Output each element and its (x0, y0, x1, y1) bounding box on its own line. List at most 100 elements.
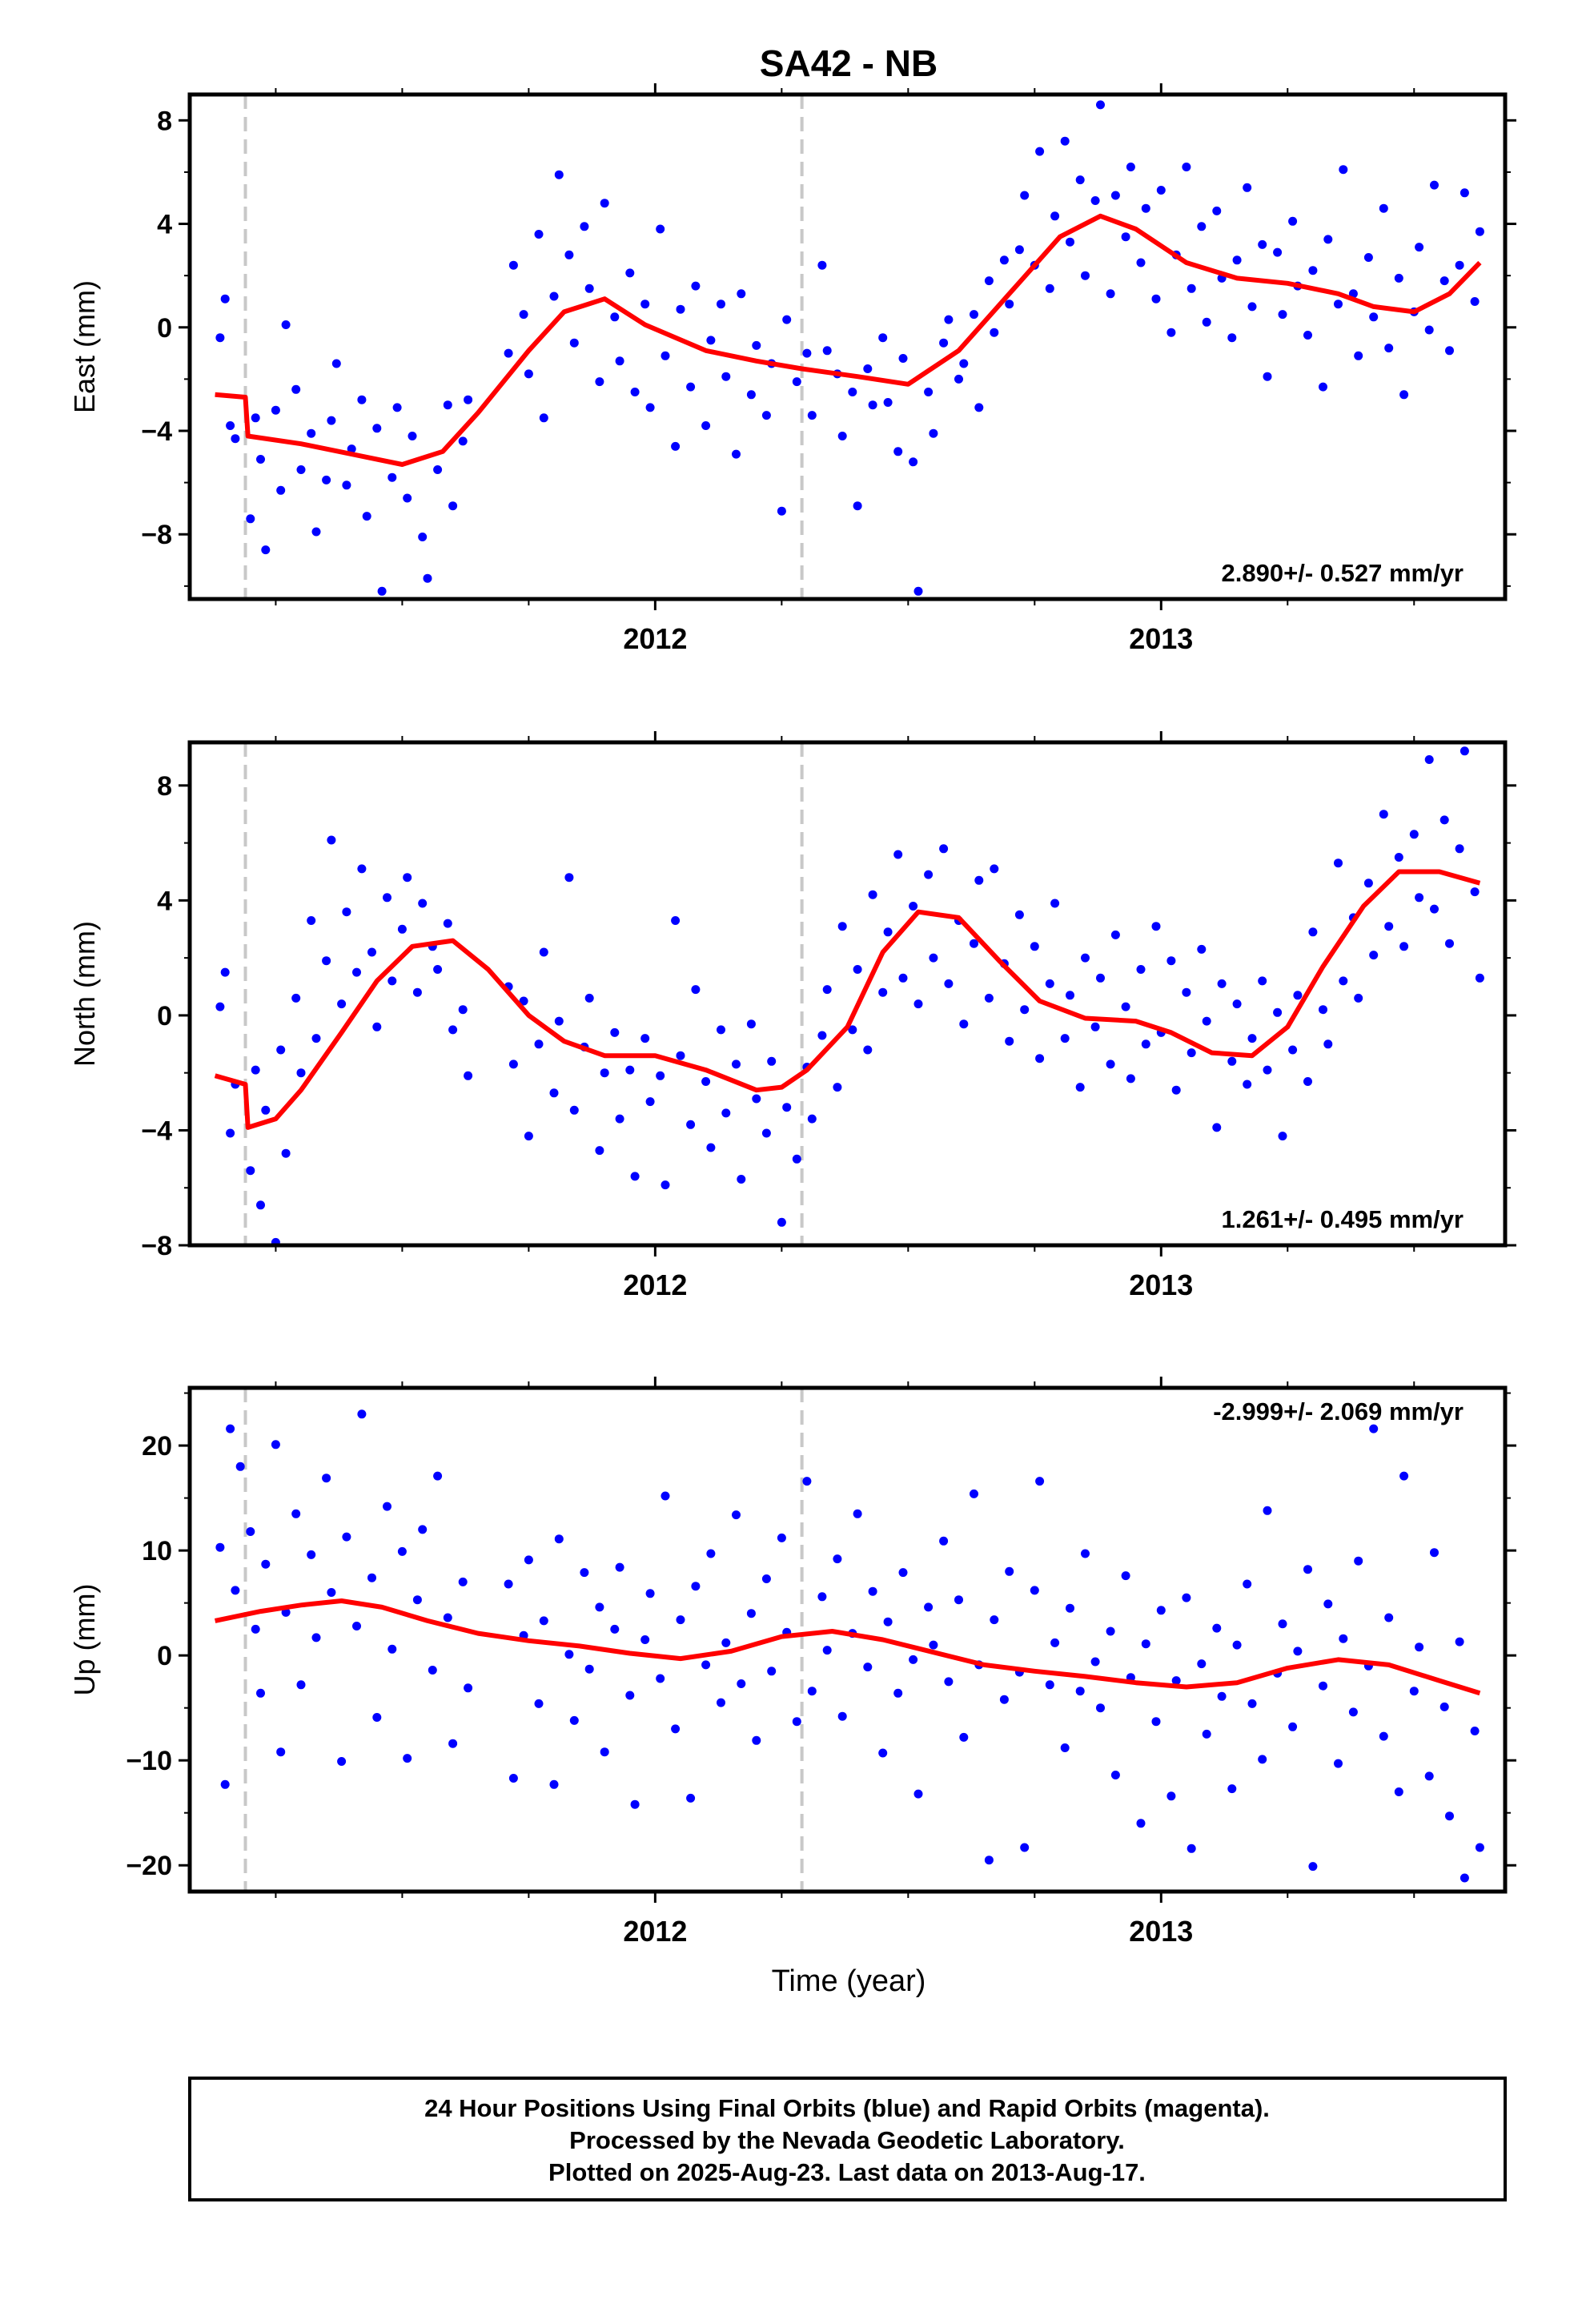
data-point (807, 411, 817, 420)
east-plot-area (215, 94, 1484, 599)
data-point (1030, 1586, 1039, 1595)
y-tick-label: 4 (157, 886, 172, 916)
data-point (215, 1542, 225, 1552)
data-point (1247, 1034, 1257, 1043)
data-point (1232, 1640, 1242, 1650)
data-point (1409, 1687, 1419, 1696)
data-point (508, 260, 518, 270)
data-point (656, 1071, 665, 1080)
data-point (752, 340, 761, 350)
data-point (519, 996, 528, 1006)
data-point (231, 1586, 240, 1595)
data-point (387, 976, 397, 986)
data-point (276, 1747, 286, 1757)
data-point (944, 315, 954, 324)
data-point (1182, 1593, 1191, 1602)
data-point (1020, 1005, 1030, 1015)
data-point (645, 403, 655, 412)
data-point (397, 924, 407, 934)
data-point (1460, 746, 1469, 756)
data-point (1470, 887, 1480, 897)
data-point (1308, 266, 1318, 275)
data-point (1090, 1022, 1100, 1031)
data-point (1363, 879, 1373, 888)
data-point (357, 864, 367, 874)
data-point (706, 1549, 716, 1558)
data-point (1110, 1771, 1120, 1779)
model-fit-line (215, 213, 1482, 467)
data-point (822, 1646, 832, 1655)
data-point (1263, 372, 1272, 381)
data-point (403, 873, 412, 883)
data-point (984, 1856, 994, 1865)
data-point (307, 1550, 316, 1559)
data-point (717, 1025, 725, 1035)
data-point (1121, 1571, 1130, 1581)
north-rate-label: 1.261+/- 0.495 mm/yr (1222, 1205, 1464, 1233)
data-point (1263, 1506, 1272, 1515)
data-point (848, 1025, 857, 1035)
data-point (342, 1532, 351, 1542)
data-point (1439, 815, 1449, 825)
east-panel: −8 −4 0 4 8 2012 2013 East (mm) 2.890+/- 0.527 m… (68, 83, 1516, 655)
data-point (732, 1510, 741, 1520)
data-point (403, 1754, 412, 1763)
data-point (691, 281, 701, 291)
data-point (600, 1747, 609, 1757)
data-point (1075, 175, 1085, 185)
data-point (1379, 810, 1388, 819)
data-point (1470, 297, 1480, 306)
data-point (1106, 1059, 1115, 1069)
data-point (1278, 1619, 1287, 1629)
north-panel: −8 −4 0 4 8 2012 2013 North (mm) 1.261+/- 0.495 … (68, 731, 1516, 1301)
data-point (984, 993, 994, 1003)
data-point (1379, 1731, 1388, 1741)
data-point (671, 916, 681, 925)
data-point (898, 354, 908, 363)
data-point (1166, 956, 1176, 966)
data-point (1348, 1707, 1358, 1717)
data-point (584, 283, 594, 293)
data-point (408, 432, 417, 440)
model-fit-line (214, 869, 1481, 1130)
data-point (1197, 944, 1207, 954)
data-point (448, 1739, 458, 1748)
data-point (1075, 1083, 1085, 1092)
data-point (600, 199, 609, 208)
data-point (853, 1509, 862, 1518)
data-point (261, 1105, 271, 1115)
y-tick-label: −10 (126, 1746, 172, 1776)
data-point (661, 351, 670, 360)
data-point (418, 1525, 428, 1534)
data-point (737, 1175, 746, 1184)
data-point (261, 1559, 271, 1569)
data-point (403, 493, 412, 503)
data-point (554, 170, 564, 179)
data-point (1339, 976, 1348, 986)
y-tick-label: −8 (141, 1231, 172, 1261)
data-point (377, 586, 387, 596)
east-rate-label: 2.890+/- 0.527 mm/yr (1222, 559, 1464, 587)
data-point (554, 1534, 564, 1544)
data-point (676, 1615, 685, 1625)
data-point (1394, 1787, 1403, 1796)
data-point (443, 1613, 452, 1622)
data-point (1060, 1034, 1070, 1043)
data-point (1319, 382, 1327, 392)
data-point (717, 1698, 725, 1707)
data-point (893, 447, 903, 456)
y-tick-label: 20 (142, 1431, 172, 1462)
data-point (1369, 951, 1379, 960)
data-point (676, 1051, 685, 1060)
data-point (347, 444, 356, 454)
data-point (1334, 300, 1343, 309)
data-point (691, 985, 701, 995)
data-point (761, 1574, 771, 1583)
data-point (944, 1677, 954, 1687)
data-point (458, 1577, 468, 1586)
data-point (595, 377, 604, 387)
data-point (1217, 1691, 1227, 1701)
data-point (1166, 1791, 1176, 1801)
data-point (1394, 853, 1403, 862)
data-point (276, 1045, 286, 1055)
